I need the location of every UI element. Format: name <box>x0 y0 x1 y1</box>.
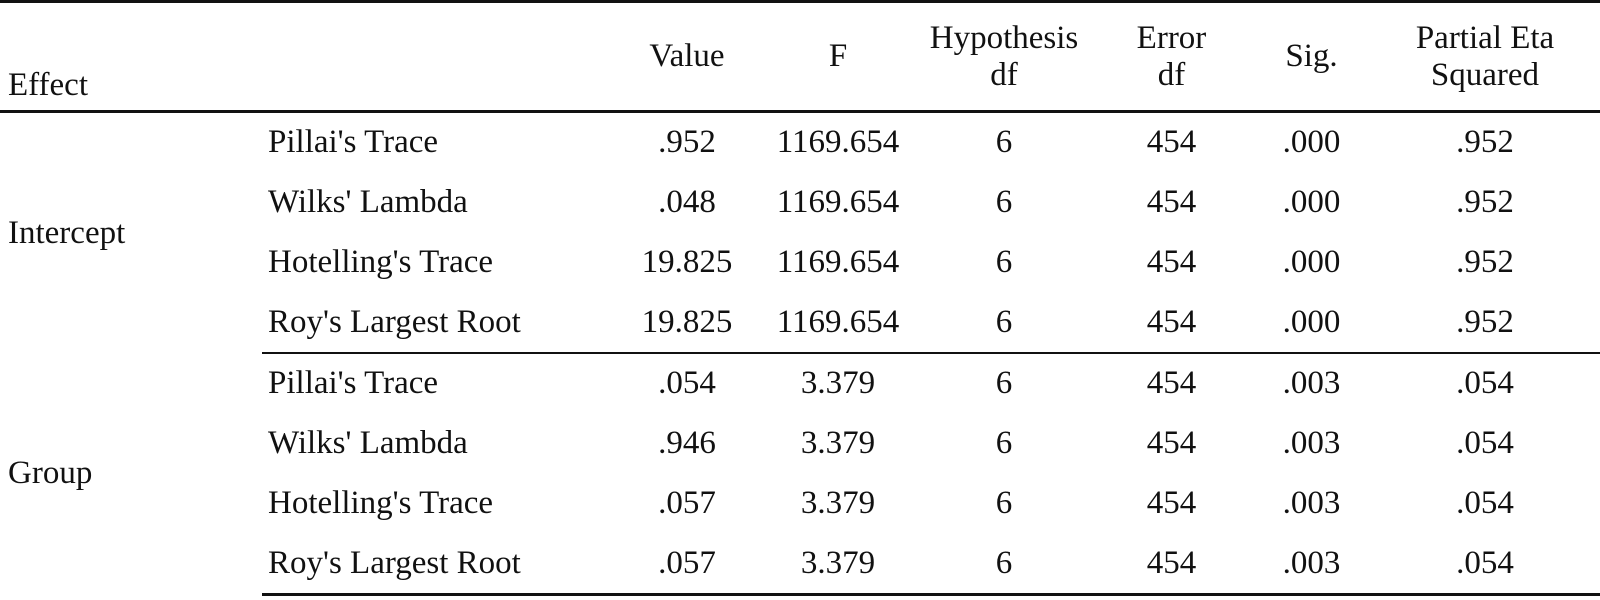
f-cell: 1169.654 <box>776 183 900 220</box>
header-error-df-line-2: df <box>1157 56 1186 93</box>
value-cell: 19.825 <box>641 243 733 280</box>
header-test <box>262 0 616 113</box>
table-row: Roy's Largest Root 19.825 1169.654 6 454… <box>0 292 1600 354</box>
test-name-cell: Pillai's Trace <box>268 124 439 160</box>
header-error-df-line-1: Error <box>1136 19 1207 56</box>
effect-group-group: Group Pillai's Trace .054 3.379 6 454 .0… <box>0 353 1600 596</box>
header-error-df: Error df <box>1090 0 1253 113</box>
test-name-cell: Roy's Largest Root <box>262 533 616 596</box>
effect-group-intercept: Intercept Pillai's Trace .952 1169.654 6… <box>0 112 1600 354</box>
sig-cell: .000 <box>1282 124 1341 160</box>
error-df-cell: 454 <box>1146 484 1197 521</box>
effect-label: Group <box>8 455 93 492</box>
test-name-cell: Hotelling's Trace <box>268 484 494 521</box>
header-partial-eta-line-2: Squared <box>1430 56 1540 93</box>
partial-eta-cell: .054 <box>1456 365 1514 401</box>
table-row: Group Pillai's Trace .054 3.379 6 454 .0… <box>0 353 1600 491</box>
hypothesis-df-cell: 6 <box>918 533 1090 596</box>
error-df-cell: 454 <box>1090 533 1253 596</box>
sig-cell: .000 <box>1253 292 1370 354</box>
partial-eta-cell: .054 <box>1456 424 1514 461</box>
f-cell: 1169.654 <box>776 124 900 160</box>
test-name-cell: Pillai's Trace <box>268 365 439 401</box>
sig-cell: .003 <box>1282 365 1341 401</box>
table-row: Hotelling's Trace 19.825 1169.654 6 454 … <box>0 232 1600 292</box>
f-cell: 3.379 <box>800 424 876 461</box>
table-row: Wilks' Lambda .048 1169.654 6 454 .000 .… <box>0 172 1600 232</box>
hypothesis-df-cell: 6 <box>995 183 1013 220</box>
error-df-cell: 454 <box>1146 365 1197 401</box>
error-df-cell: 454 <box>1146 424 1197 461</box>
test-name-cell: Wilks' Lambda <box>268 424 468 461</box>
f-cell: 3.379 <box>800 365 876 401</box>
partial-eta-cell: .952 <box>1456 243 1514 280</box>
f-cell: 3.379 <box>800 484 876 521</box>
f-cell: 3.379 <box>758 533 918 596</box>
value-cell: .057 <box>658 484 716 521</box>
header-f: F <box>758 0 918 113</box>
hypothesis-df-cell: 6 <box>918 292 1090 354</box>
hypothesis-df-cell: 6 <box>995 424 1013 461</box>
partial-eta-cell: .054 <box>1456 484 1514 521</box>
header-hypothesis-df-line-2: df <box>990 56 1018 93</box>
partial-eta-cell: .952 <box>1456 124 1514 160</box>
table-row: Hotelling's Trace .057 3.379 6 454 .003 … <box>0 473 1600 533</box>
header-effect: Effect <box>0 0 262 113</box>
table-row: Intercept Pillai's Trace .952 1169.654 6… <box>0 112 1600 251</box>
error-df-cell: 454 <box>1146 183 1197 220</box>
header-hypothesis-df: Hypothesis df <box>918 0 1090 113</box>
error-df-cell: 454 <box>1146 124 1197 160</box>
hypothesis-df-cell: 6 <box>995 365 1013 401</box>
sig-cell: .003 <box>1282 424 1341 461</box>
table-row: Roy's Largest Root .057 3.379 6 454 .003… <box>0 533 1600 596</box>
value-cell: 19.825 <box>616 292 758 354</box>
value-cell: .048 <box>658 183 716 220</box>
partial-eta-cell: .054 <box>1370 533 1600 596</box>
partial-eta-cell: .952 <box>1370 292 1600 354</box>
f-cell: 1169.654 <box>776 243 900 280</box>
effect-label: Intercept <box>8 214 126 251</box>
sig-cell: .003 <box>1253 533 1370 596</box>
value-cell: .952 <box>658 124 716 160</box>
value-cell: .054 <box>658 365 716 401</box>
header-sig: Sig. <box>1253 0 1370 113</box>
value-cell: .946 <box>658 424 716 461</box>
error-df-cell: 454 <box>1090 292 1253 354</box>
partial-eta-cell: .952 <box>1456 183 1514 220</box>
table-header-row: Effect Value F Hypothesis df Error df Si… <box>0 0 1600 113</box>
error-df-cell: 454 <box>1146 243 1197 280</box>
header-value: Value <box>616 0 758 113</box>
table-row: Wilks' Lambda .946 3.379 6 454 .003 .054 <box>0 413 1600 473</box>
test-name-cell: Roy's Largest Root <box>262 292 616 354</box>
sig-cell: .003 <box>1282 484 1341 521</box>
f-cell: 1169.654 <box>758 292 918 354</box>
hypothesis-df-cell: 6 <box>995 124 1013 160</box>
value-cell: .057 <box>616 533 758 596</box>
sig-cell: .000 <box>1282 243 1341 280</box>
hypothesis-df-cell: 6 <box>995 484 1013 521</box>
sig-cell: .000 <box>1282 183 1341 220</box>
header-partial-eta-line-1: Partial Eta <box>1415 19 1555 56</box>
test-name-cell: Hotelling's Trace <box>268 243 494 280</box>
header-partial-eta-squared: Partial Eta Squared <box>1370 0 1600 113</box>
test-name-cell: Wilks' Lambda <box>268 183 468 220</box>
header-hypothesis-df-line-1: Hypothesis <box>929 19 1079 56</box>
hypothesis-df-cell: 6 <box>995 243 1013 280</box>
